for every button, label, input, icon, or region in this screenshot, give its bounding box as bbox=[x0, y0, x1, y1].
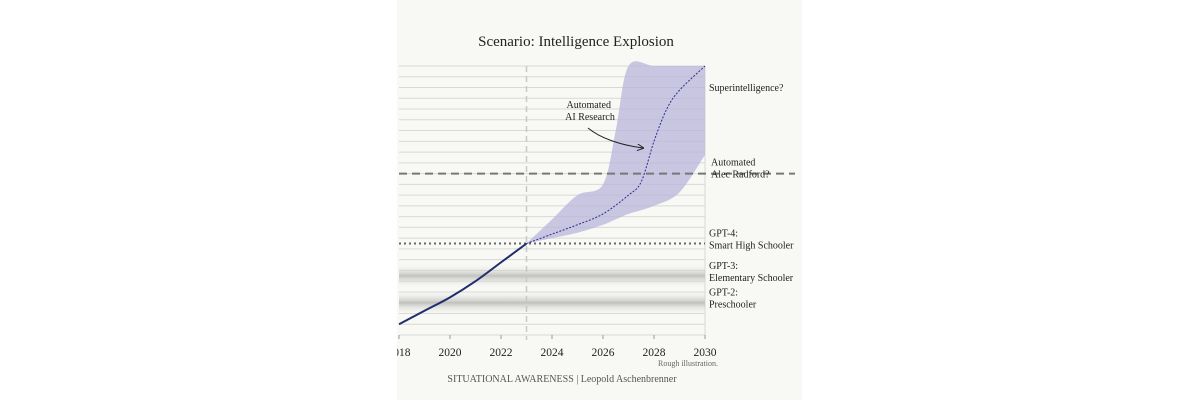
x-tick-label: 2020 bbox=[439, 347, 462, 359]
chart-title: Scenario: Intelligence Explosion bbox=[478, 34, 674, 50]
plot-area: GPT-2: Preschooler GPT-3: Elementary School… bbox=[398, 61, 795, 340]
projection-line bbox=[526, 65, 706, 245]
annotation-line: AI Research bbox=[565, 112, 615, 123]
level-label-line: GPT-2: bbox=[709, 288, 738, 299]
level-label: Automated Alec Radford? bbox=[711, 158, 770, 181]
level-label-line: Superintelligence? bbox=[709, 83, 784, 94]
footnote: Rough illustration. bbox=[658, 359, 718, 368]
level-label-line: GPT-4: bbox=[709, 229, 738, 240]
x-tick-label: 2030 bbox=[694, 347, 717, 359]
x-tick-label: 2022 bbox=[490, 347, 513, 359]
level-label-line: Preschooler bbox=[709, 300, 757, 311]
annotation-line: Automated bbox=[567, 100, 611, 111]
level-band bbox=[399, 263, 705, 288]
level-label-line: Alec Radford? bbox=[711, 170, 770, 181]
x-tick-label: 2018 bbox=[388, 347, 411, 359]
level-label-line: Automated bbox=[711, 158, 755, 169]
x-ticks: 2018 2020 2022 2024 2026 2028 2030 bbox=[388, 335, 717, 359]
level-label: GPT-3: Elementary Schooler bbox=[709, 261, 794, 284]
history-line bbox=[398, 242, 528, 326]
level-label: Superintelligence? bbox=[709, 83, 784, 94]
level-label: GPT-2: Preschooler bbox=[709, 288, 757, 311]
level-band bbox=[399, 290, 705, 315]
annotation: Automated AI Research bbox=[565, 100, 615, 123]
uncertainty-band bbox=[526, 61, 705, 244]
level-label-line: GPT-3: bbox=[709, 261, 738, 272]
x-tick-label: 2024 bbox=[541, 347, 564, 359]
source: SITUATIONAL AWARENESS | Leopold Aschenbr… bbox=[447, 374, 677, 385]
x-tick-label: 2026 bbox=[592, 347, 615, 359]
annotation-arrow bbox=[587, 127, 643, 148]
level-label: GPT-4: Smart High Schooler bbox=[709, 229, 794, 252]
x-tick-label: 2028 bbox=[643, 347, 666, 359]
level-label-line: Smart High Schooler bbox=[709, 241, 794, 252]
level-label-line: Elementary Schooler bbox=[709, 273, 794, 284]
